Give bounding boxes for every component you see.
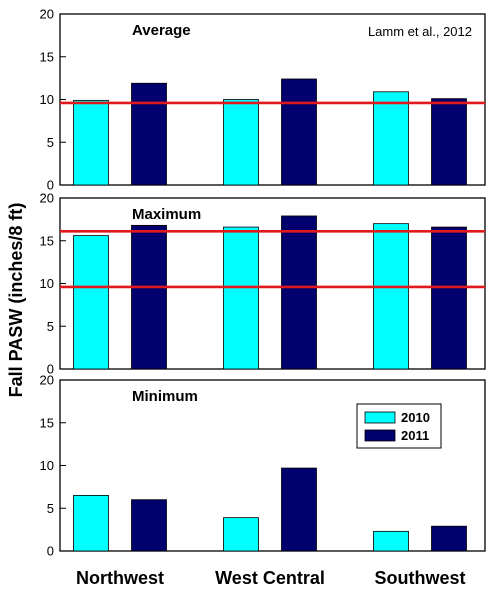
y-tick-label: 20	[40, 191, 54, 206]
panel-title: Maximum	[132, 206, 201, 223]
legend-swatch-2010	[364, 411, 396, 424]
y-tick-label: 0	[47, 178, 54, 193]
bar-2010-southwest	[373, 530, 409, 552]
y-tick-label: 10	[40, 458, 54, 473]
bar-2011-west-central	[281, 78, 317, 186]
bar-2011-northwest	[131, 499, 167, 552]
y-tick-label: 0	[47, 362, 54, 377]
y-tick-label: 5	[47, 501, 54, 516]
bar-2010-southwest	[373, 91, 409, 186]
bar-2011-northwest	[131, 82, 167, 186]
bar-2010-northwest	[73, 495, 109, 552]
bar-2010-southwest	[373, 223, 409, 370]
y-tick-label: 15	[40, 415, 54, 430]
y-tick-label: 0	[47, 544, 54, 559]
bar-2010-west-central	[223, 517, 259, 552]
bar-2011-west-central	[281, 215, 317, 370]
bar-2010-northwest	[73, 99, 109, 186]
bar-2010-west-central	[223, 99, 259, 186]
panel-average: 0 5 10 15 20 Average Lamm et al., 2012	[40, 7, 486, 193]
panel-title: Average	[132, 22, 191, 39]
panel-title: Minimum	[132, 388, 198, 405]
y-tick-label: 15	[40, 233, 54, 248]
y-tick-label: 5	[47, 135, 54, 150]
category-label-southwest: Southwest	[374, 568, 465, 588]
category-label-west-central: West Central	[215, 568, 325, 588]
y-tick-label: 15	[40, 49, 54, 64]
y-tick-label: 10	[40, 276, 54, 291]
bar-2011-southwest	[431, 525, 467, 552]
y-tick-label: 5	[47, 319, 54, 334]
legend: 2010 2011	[356, 403, 442, 449]
bar-2011-west-central	[281, 467, 317, 552]
legend-swatch-2011	[364, 429, 396, 442]
category-label-northwest: Northwest	[76, 568, 164, 588]
citation-annotation: Lamm et al., 2012	[368, 24, 472, 39]
legend-label-2011: 2011	[401, 428, 429, 443]
panel-frame	[59, 13, 486, 186]
bar-2010-northwest	[73, 235, 109, 370]
panel-maximum: 0 5 10 15 20 Maximum	[40, 191, 486, 377]
legend-label-2010: 2010	[401, 410, 430, 425]
panel-minimum: 0 5 10 15 20 Minimum 2010 2011	[40, 373, 486, 559]
bar-2011-northwest	[131, 224, 167, 370]
y-tick-label: 20	[40, 7, 54, 22]
bar-2011-southwest	[431, 98, 467, 186]
y-tick-label: 10	[40, 92, 54, 107]
panel-frame	[59, 197, 486, 370]
y-tick-label: 20	[40, 373, 54, 388]
bar-2010-west-central	[223, 226, 259, 370]
bar-2011-southwest	[431, 226, 467, 370]
y-axis-label: Fall PASW (inches/8 ft)	[6, 203, 26, 398]
